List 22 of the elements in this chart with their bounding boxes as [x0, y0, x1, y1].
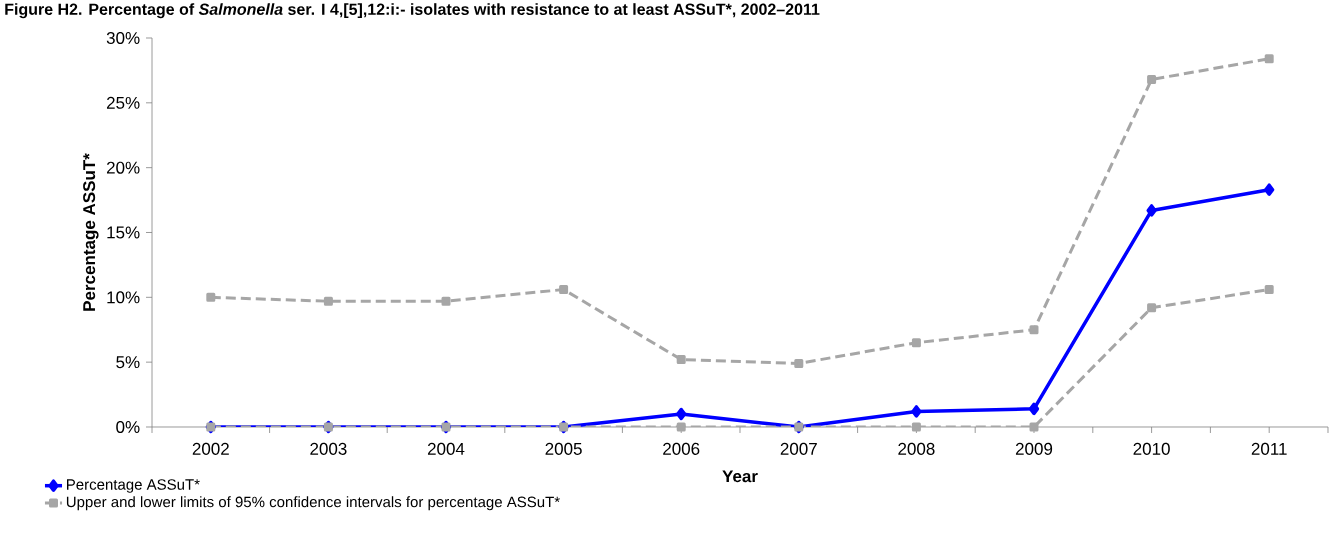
x-tick-label: 2005: [545, 442, 582, 455]
x-tick-label: 2004: [427, 442, 465, 455]
x-tick-label: 2006: [663, 442, 700, 455]
x-tick-label: 2009: [1015, 442, 1053, 455]
x-tick-label: 2003: [310, 442, 347, 455]
x-tick-label: 2008: [898, 442, 935, 455]
y-axis-title: Percentage ASSuT*: [83, 153, 99, 311]
y-tick-label: 15%: [107, 226, 140, 239]
y-tick-label: 25%: [106, 96, 140, 109]
y-tick-label: 0%: [116, 420, 140, 434]
legend-label: Upper and lower limits of 95% confidence intervals for percentage ASSuT*: [66, 496, 560, 511]
y-tick-label: 10%: [107, 291, 140, 304]
x-tick-label: 2007: [780, 442, 817, 455]
x-axis-title: Year: [722, 470, 758, 483]
legend-label: Percentage ASSuT*: [67, 479, 200, 493]
y-tick-label: 30%: [106, 31, 140, 45]
x-tick-label: 2011: [1251, 442, 1287, 455]
chart-title: Figure H2. Percentage of Salmonella ser. I 4,[5],12:i:- isolates with resistance to at least ASSuT*, 2002–2011: [5, 3, 820, 19]
y-tick-label: 5%: [116, 356, 140, 369]
y-tick-label: 20%: [106, 161, 140, 174]
x-tick-label: 2010: [1133, 442, 1170, 455]
x-tick-label: 2002: [192, 442, 229, 455]
